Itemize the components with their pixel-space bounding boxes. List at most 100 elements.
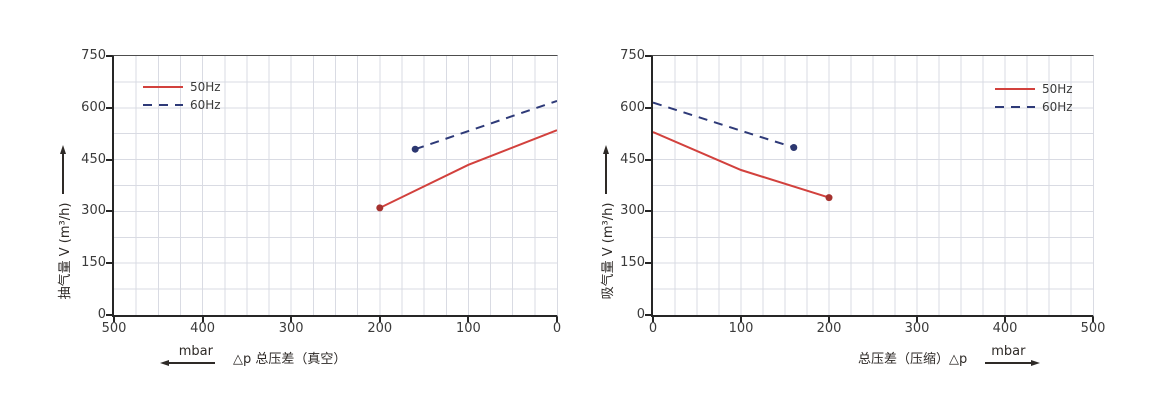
x-tick-label: 400 xyxy=(190,321,215,336)
x-tickmark xyxy=(1004,317,1006,322)
x-axis-unit-block: mbar xyxy=(160,345,215,366)
x-tickmark xyxy=(290,317,293,322)
y-tick-label: 450 xyxy=(620,151,645,167)
series-60hz-line xyxy=(414,99,557,151)
x-axis-arrow-icon xyxy=(985,360,1041,366)
arrow-head xyxy=(1031,360,1041,366)
y-tick-label: 750 xyxy=(620,48,645,63)
legend-label: 50Hz xyxy=(190,80,221,94)
y-tickmark xyxy=(106,106,112,109)
x-axis-arrow-icon xyxy=(160,360,215,366)
y-tickmark xyxy=(645,158,651,161)
series-50hz xyxy=(653,131,833,202)
legend: 50Hz 60Hz xyxy=(143,81,221,111)
x-tickmark xyxy=(740,317,742,322)
legend-label: 50Hz xyxy=(1042,82,1073,96)
y-axis-label: 吸气量 V (m³/h) xyxy=(596,82,616,362)
y-tickmark xyxy=(106,314,112,316)
arrow-shaft xyxy=(169,362,215,364)
plot-svg xyxy=(114,56,557,315)
legend-label: 60Hz xyxy=(190,98,221,112)
y-tick-label: 300 xyxy=(81,203,106,219)
series-50hz-marker xyxy=(376,204,384,212)
x-tickmark xyxy=(467,317,470,322)
y-tickmark xyxy=(645,210,651,213)
arrow-head xyxy=(160,360,169,366)
series-50hz-line xyxy=(379,129,557,209)
x-tickmark xyxy=(652,317,654,322)
series-50hz-line xyxy=(653,131,830,199)
legend-item-50hz: 50Hz xyxy=(143,81,221,93)
x-tickmark xyxy=(556,317,558,322)
plot-svg xyxy=(653,56,1093,315)
x-axis-unit-block: mbar xyxy=(985,344,1041,366)
y-tick-label: 600 xyxy=(620,99,645,115)
y-tick-label: 150 xyxy=(620,255,645,271)
y-axis-arrow-icon xyxy=(603,144,609,194)
legend-swatch-50hz xyxy=(995,88,1035,90)
y-tickmark xyxy=(645,106,651,109)
legend: 50Hz 60Hz xyxy=(995,83,1073,113)
y-tickmark xyxy=(106,262,112,265)
y-tick-label: 0 xyxy=(97,307,106,322)
y-tick-label: 0 xyxy=(636,307,645,322)
x-tickmark xyxy=(378,317,381,322)
series-60hz-marker xyxy=(790,144,798,151)
series-50hz xyxy=(376,129,557,212)
y-tick-label: 450 xyxy=(81,151,106,167)
series-60hz xyxy=(653,101,798,151)
y-axis-label-text: 吸气量 V (m³/h) xyxy=(600,202,616,300)
series-60hz-marker xyxy=(411,145,419,153)
legend-swatch-50hz xyxy=(143,86,183,88)
series-50hz-marker xyxy=(825,194,833,202)
x-tick-label: 0 xyxy=(552,321,562,336)
arrow-head xyxy=(603,144,609,154)
legend-swatch-60hz xyxy=(143,104,183,106)
legend-swatch-60hz xyxy=(995,106,1035,108)
series-60hz xyxy=(411,99,557,153)
x-axis-caption: 总压差（压缩）△p mbar xyxy=(858,344,1041,367)
arrow-shaft xyxy=(605,153,607,194)
y-tickmark xyxy=(645,262,651,265)
x-axis-caption: mbar △p 总压差（真空） xyxy=(160,345,346,367)
series-60hz-line xyxy=(653,101,795,149)
legend-label: 60Hz xyxy=(1042,100,1073,114)
x-tickmark xyxy=(828,317,830,322)
x-tick-label: 500 xyxy=(1080,321,1106,336)
x-tick-label: 200 xyxy=(367,321,393,336)
x-axis-label: △p 总压差（真空） xyxy=(233,352,347,367)
x-tick-label: 300 xyxy=(278,321,304,336)
arrow-shaft xyxy=(985,362,1032,364)
plot-area xyxy=(112,55,558,317)
y-tickmark xyxy=(645,314,651,316)
y-tick-label: 600 xyxy=(81,99,106,115)
y-tickmark xyxy=(106,210,112,213)
x-tick-label: 500 xyxy=(101,321,127,336)
x-tickmark xyxy=(916,317,918,322)
y-tick-label: 750 xyxy=(81,48,106,63)
grid-layer xyxy=(114,56,557,315)
legend-item-60hz: 60Hz xyxy=(143,99,221,111)
y-tickmark xyxy=(106,55,112,57)
x-tick-label: 100 xyxy=(728,321,754,336)
x-tickmark xyxy=(201,317,204,322)
grid-layer xyxy=(653,56,1093,315)
y-tickmark xyxy=(106,158,112,161)
x-tickmark xyxy=(113,317,115,322)
y-tick-label: 300 xyxy=(620,203,645,219)
x-axis-unit-label: mbar xyxy=(991,344,1026,359)
legend-item-60hz: 60Hz xyxy=(995,101,1073,113)
y-tick-label: 150 xyxy=(81,255,106,271)
y-tickmark xyxy=(645,55,651,57)
x-tick-label: 400 xyxy=(992,321,1018,336)
x-axis-label: 总压差（压缩）△p xyxy=(858,352,968,367)
x-tick-label: 300 xyxy=(904,321,930,336)
x-tick-label: 100 xyxy=(455,321,481,336)
plot-area xyxy=(651,55,1094,317)
legend-item-50hz: 50Hz xyxy=(995,83,1073,95)
x-axis-unit-label: mbar xyxy=(178,344,213,359)
x-tick-label: 200 xyxy=(816,321,842,336)
